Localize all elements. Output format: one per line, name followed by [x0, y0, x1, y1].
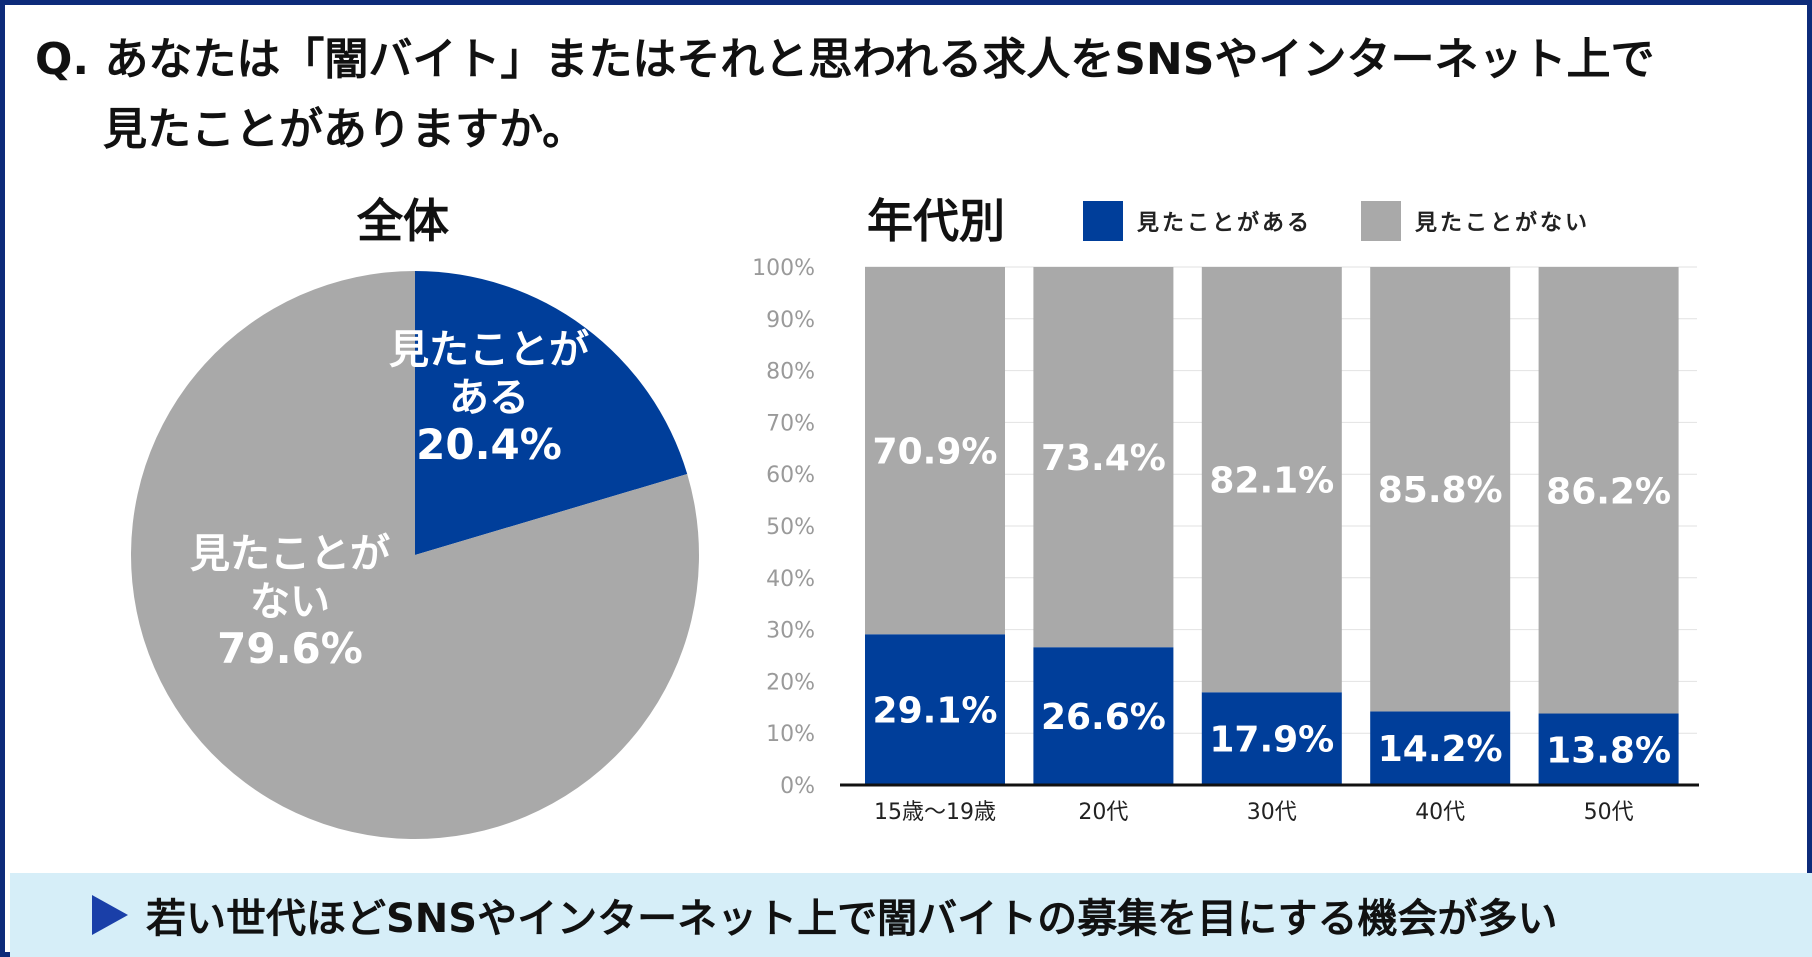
legend-item-seen: 見たことがある — [1083, 201, 1312, 241]
pie-label-seen-line: 20.4% — [416, 420, 562, 469]
conclusion-banner: 若い世代ほどSNSやインターネット上で闇バイトの募集を目にする機会が多い — [10, 873, 1812, 957]
bar-not-seen — [1201, 267, 1342, 693]
bar-seen-value-label: 13.8% — [1546, 730, 1671, 771]
bar-not-seen-value-label: 73.4% — [1041, 438, 1166, 479]
bar-not-seen — [1033, 267, 1174, 648]
y-tick-label: 10% — [766, 722, 815, 747]
question-line-1: Q. あなたは「闇バイト」またはそれと思われる求人をSNSやインターネット上で — [35, 34, 1655, 85]
pie-label-seen-line: 見たことが — [389, 327, 589, 373]
bar-not-seen-value-label: 82.1% — [1209, 461, 1334, 502]
y-tick-label: 50% — [766, 515, 815, 540]
legend-swatch-seen — [1083, 201, 1123, 241]
y-tick-label: 70% — [766, 411, 815, 436]
legend-swatch-not-seen — [1361, 201, 1401, 241]
pie-label-not-seen-line: 見たことが — [190, 531, 390, 577]
bar-not-seen-value-label: 86.2% — [1546, 471, 1671, 512]
y-tick-label: 100% — [752, 256, 815, 281]
bar-seen — [865, 634, 1005, 785]
bar-seen-value-label: 14.2% — [1378, 729, 1503, 770]
legend-label-seen: 見たことがある — [1137, 211, 1313, 236]
bar-not-seen — [1538, 267, 1679, 714]
y-tick-label: 80% — [766, 360, 815, 385]
y-tick-label: 20% — [766, 670, 815, 695]
pie-slice-not-seen — [131, 271, 699, 839]
conclusion-text: 若い世代ほどSNSやインターネット上で闇バイトの募集を目にする機会が多い — [146, 896, 1558, 942]
x-category-label: 50代 — [1584, 800, 1634, 825]
x-category-label: 15歳～19歳 — [874, 800, 996, 825]
bar-seen-value-label: 29.1% — [873, 691, 998, 732]
pie-label-not-seen-line: ない — [250, 579, 330, 625]
bar-not-seen — [865, 267, 1005, 635]
x-category-label: 40代 — [1415, 800, 1465, 825]
pie-slice-seen — [415, 271, 688, 555]
x-category-label: 20代 — [1078, 800, 1128, 825]
play-triangle-icon — [92, 895, 128, 935]
bar-seen-value-label: 26.6% — [1041, 697, 1166, 738]
stacked-bar-chart: 0% 10% 20% 30% 40% 50% 60% 70% 80% 90% 100% 29.1% 70… — [752, 256, 1699, 825]
bar-seen — [1033, 647, 1174, 785]
y-tick-label: 90% — [766, 308, 815, 333]
x-category-label: 30代 — [1247, 800, 1297, 825]
y-tick-label: 30% — [766, 619, 815, 644]
bar-not-seen — [1370, 267, 1511, 712]
bar-seen — [1538, 713, 1679, 785]
question-heading: Q. あなたは「闇バイト」またはそれと思われる求人をSNSやインターネット上で … — [35, 25, 1775, 165]
bar-seen — [1201, 692, 1342, 785]
pie-label-seen-line: ある — [449, 375, 529, 421]
bar-not-seen-value-label: 85.8% — [1378, 470, 1503, 511]
pie-label-not-seen-line: 79.6% — [217, 624, 363, 673]
pie-chart-title: 全体 — [357, 194, 449, 248]
legend-label-not-seen: 見たことがない — [1415, 211, 1591, 236]
y-tick-label: 0% — [780, 774, 815, 799]
bar-seen — [1370, 711, 1511, 785]
bar-seen-value-label: 17.9% — [1209, 720, 1334, 761]
legend-item-not-seen: 見たことがない — [1361, 201, 1590, 241]
bar-chart-title: 年代別 — [867, 194, 1005, 248]
bar-not-seen-value-label: 70.9% — [873, 432, 998, 473]
y-tick-label: 40% — [766, 567, 815, 592]
y-tick-label: 60% — [766, 463, 815, 488]
question-line-2: 見たことがありますか。 — [103, 104, 587, 155]
